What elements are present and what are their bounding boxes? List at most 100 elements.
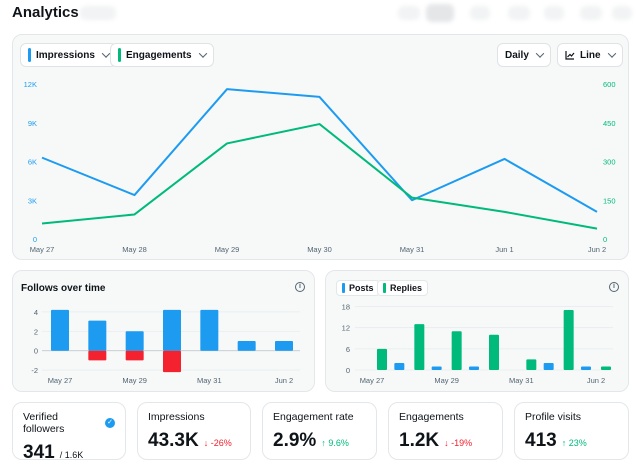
impressions-label: Impressions <box>148 411 205 423</box>
x-axis-tick-label: May 29 <box>434 376 459 385</box>
x-axis-tick-label: May 27 <box>48 376 73 385</box>
engagements-card[interactable]: Engagements 1.2K ↓ -19% <box>388 402 503 460</box>
follows-bar <box>237 341 256 351</box>
line-chart-icon <box>565 51 575 60</box>
replies-bar <box>526 359 537 370</box>
profile-visits-label: Profile visits <box>525 411 582 423</box>
interval-dropdown[interactable]: Daily <box>497 43 551 67</box>
impressions-engagements-line-chart: 0 3K 6K 9K 12K 0 150 300 450 600 May 27 May 28 May 2… <box>24 80 616 254</box>
posts-bar <box>469 366 479 370</box>
replies-legend-toggle[interactable]: Replies <box>377 280 429 296</box>
blurred-header-element <box>544 6 564 20</box>
follows-bar <box>125 331 144 351</box>
posts-legend-label: Posts <box>349 283 374 293</box>
x-axis-tick-label: May 27 <box>30 245 55 254</box>
page-title: Analytics <box>12 4 79 21</box>
engagements-color-marker <box>118 48 121 62</box>
blurred-header-element <box>470 6 490 20</box>
info-icon[interactable]: i <box>295 282 305 292</box>
y-axis-tick-label: -2 <box>31 366 38 375</box>
left-axis-tick-label: 3K <box>28 196 37 205</box>
left-axis-tick-label: 0 <box>33 235 37 244</box>
posts-bar <box>543 362 554 370</box>
profile-visits-value: 413 <box>525 430 557 451</box>
right-axis-tick-label: 300 <box>603 158 616 167</box>
total-followers-value: / 1.6K <box>59 450 84 460</box>
replies-bar <box>377 348 387 370</box>
y-axis-tick-label: 18 <box>342 303 350 312</box>
follows-chart-title: Follows over time <box>21 283 106 294</box>
y-axis-tick-label: 2 <box>34 327 38 336</box>
posts-color-marker <box>342 283 345 293</box>
blurred-header-element <box>426 4 454 22</box>
profile-visits-card[interactable]: Profile visits 413 ↑ 23% <box>514 402 629 460</box>
replies-color-marker <box>383 283 386 293</box>
chart-type-dropdown[interactable]: Line <box>557 43 623 67</box>
right-axis-tick-label: 150 <box>603 196 616 205</box>
x-axis-tick-label: Jun 1 <box>495 245 513 254</box>
x-axis-tick-label: Jun 2 <box>275 376 293 385</box>
right-axis-tick-label: 0 <box>603 235 607 244</box>
y-axis-tick-label: 0 <box>34 347 38 356</box>
y-axis-tick-label: 12 <box>342 324 350 333</box>
x-axis-tick-label: May 31 <box>509 376 534 385</box>
impressions-card[interactable]: Impressions 43.3K ↓ -26% <box>137 402 251 460</box>
blurred-header-element <box>508 6 530 20</box>
impressions-color-marker <box>28 48 31 62</box>
blurred-header-element <box>612 6 632 20</box>
left-axis-tick-label: 6K <box>28 158 37 167</box>
y-axis-tick-label: 0 <box>346 366 350 375</box>
engagements-series-line <box>41 123 598 230</box>
follows-bar <box>163 309 181 351</box>
posts-bar <box>394 362 405 370</box>
x-axis-tick-label: Jun 2 <box>588 245 606 254</box>
verified-followers-value: 341 <box>23 442 55 463</box>
x-axis-tick-label: May 31 <box>197 376 222 385</box>
engagement-rate-change: ↑ 9.6% <box>321 438 349 448</box>
unfollows-bar <box>88 350 107 361</box>
left-axis-tick-label: 9K <box>28 119 37 128</box>
impressions-series-line <box>41 88 598 213</box>
engagements-change: ↓ -19% <box>444 438 473 448</box>
impressions-value: 43.3K <box>148 430 199 451</box>
engagements-series-toggle[interactable]: Engagements <box>110 43 214 67</box>
verified-badge-icon: ✓ <box>105 418 115 428</box>
follows-bar-chart: -2 0 2 4 May 27 May 29 May 31 Jun 2 <box>31 308 300 385</box>
verified-followers-card[interactable]: Verified followers ✓ 341 / 1.6K <box>12 402 126 463</box>
unfollows-bar <box>125 350 144 361</box>
replies-bar <box>563 310 574 370</box>
replies-bar <box>601 366 611 370</box>
blurred-header-element <box>580 6 602 20</box>
verified-followers-label: Verified followers <box>23 411 65 435</box>
replies-legend-label: Replies <box>390 283 423 293</box>
x-axis-tick-label: May 28 <box>122 245 147 254</box>
right-axis-tick-label: 600 <box>603 80 616 89</box>
x-axis-tick-label: Jun 2 <box>587 376 605 385</box>
x-axis-tick-label: May 29 <box>122 376 147 385</box>
unfollows-bar <box>163 350 181 373</box>
info-icon[interactable]: i <box>609 282 619 292</box>
engagement-rate-value: 2.9% <box>273 430 317 451</box>
engagement-rate-card[interactable]: Engagement rate 2.9% ↑ 9.6% <box>262 402 377 460</box>
posts-replies-bar-chart: 0 6 12 18 May 27 May 29 May 31 Jun 2 <box>342 303 613 385</box>
posts-bar <box>581 366 591 370</box>
impressions-toggle-label: Impressions <box>36 49 95 61</box>
interval-label: Daily <box>505 49 529 61</box>
x-axis-tick-label: May 30 <box>307 245 332 254</box>
left-axis-tick-label: 12K <box>24 80 37 89</box>
main-chart-card <box>12 34 629 260</box>
replies-bar <box>489 334 499 370</box>
posts-legend-toggle[interactable]: Posts <box>336 280 380 296</box>
x-axis-tick-label: May 29 <box>215 245 240 254</box>
follows-bar <box>88 320 107 351</box>
engagements-toggle-label: Engagements <box>126 49 192 61</box>
replies-bar <box>451 331 462 370</box>
follows-bar <box>275 341 293 351</box>
replies-bar <box>414 324 425 370</box>
follows-bar <box>51 309 69 351</box>
y-axis-tick-label: 4 <box>34 308 38 317</box>
blurred-header-element <box>80 6 116 20</box>
x-axis-tick-label: May 31 <box>400 245 425 254</box>
engagements-label: Engagements <box>399 411 464 423</box>
blurred-header-element <box>398 6 420 20</box>
